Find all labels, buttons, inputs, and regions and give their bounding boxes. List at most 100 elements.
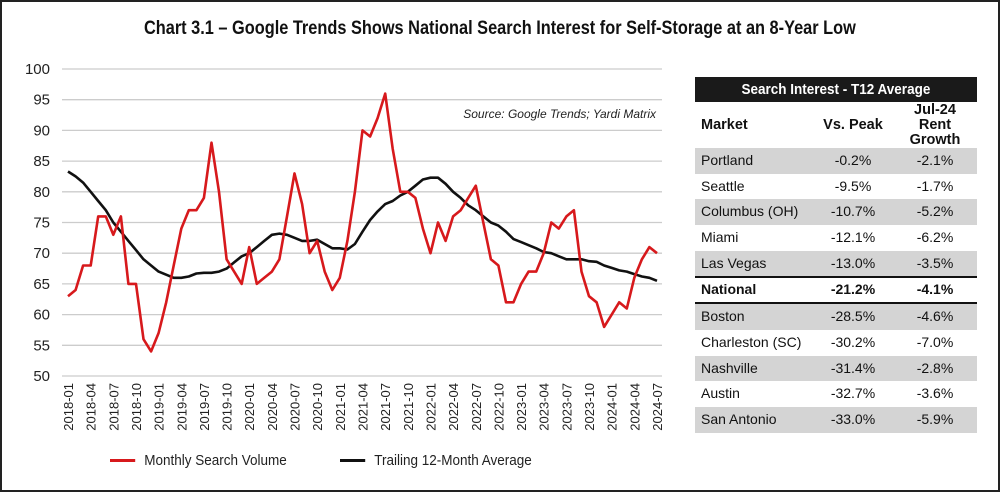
x-tick-label: 2018-01 bbox=[61, 383, 76, 431]
x-tick-label: 2022-01 bbox=[423, 383, 438, 431]
y-tick-label: 85 bbox=[33, 153, 50, 170]
y-tick-label: 50 bbox=[33, 368, 50, 385]
table-row: Charleston (SC) -30.2% -7.0% bbox=[695, 330, 977, 356]
cell-rent-growth: -3.6% bbox=[916, 385, 954, 402]
legend-item-monthly: Monthly Search Volume bbox=[110, 452, 287, 469]
cell-vs-peak: -0.2% bbox=[834, 152, 872, 168]
y-tick-label: 80 bbox=[33, 184, 50, 201]
legend-item-average: Trailing 12-Month Average bbox=[340, 452, 532, 469]
table-row: Austin -32.7% -3.6% bbox=[695, 381, 977, 407]
x-tick-label: 2022-10 bbox=[491, 383, 506, 431]
x-tick-label: 2018-04 bbox=[84, 383, 99, 431]
x-tick-label: 2019-04 bbox=[174, 383, 189, 431]
x-tick-label: 2018-10 bbox=[129, 383, 144, 431]
cell-market: Nashville bbox=[701, 359, 758, 376]
x-tick-label: 2023-01 bbox=[514, 383, 529, 431]
table-title: Search Interest - T12 Average bbox=[695, 77, 977, 102]
table-row: Columbus (OH) -10.7% -5.2% bbox=[695, 199, 977, 226]
cell-vs-peak: -33.0% bbox=[830, 410, 876, 427]
legend: Monthly Search Volume Trailing 12-Month … bbox=[110, 452, 554, 469]
y-tick-label: 55 bbox=[33, 337, 50, 354]
x-tick-label: 2021-01 bbox=[333, 383, 348, 431]
x-tick-label: 2022-04 bbox=[446, 383, 461, 431]
cell-rent-growth: -4.1% bbox=[916, 281, 954, 298]
cell-rent-growth: -1.7% bbox=[916, 177, 954, 194]
cell-market: Portland bbox=[701, 152, 754, 168]
header-rent-growth: Jul-24 Rent Growth bbox=[909, 101, 961, 148]
x-tick-label: 2024-04 bbox=[627, 383, 642, 431]
y-tick-label: 60 bbox=[33, 307, 50, 324]
cell-rent-growth: -4.6% bbox=[916, 308, 954, 325]
cell-rent-growth: -2.1% bbox=[916, 152, 954, 168]
table-row: Portland -0.2% -2.1% bbox=[695, 148, 977, 174]
table-row: Seattle -9.5% -1.7% bbox=[695, 174, 977, 200]
x-tick-label: 2024-07 bbox=[650, 383, 665, 431]
x-tick-label: 2019-01 bbox=[152, 383, 167, 431]
y-tick-label: 65 bbox=[33, 276, 50, 293]
cell-vs-peak: -28.5% bbox=[830, 308, 876, 325]
series-line-monthly-search-volume bbox=[67, 92, 658, 353]
table-row: Las Vegas -13.0% -3.5% bbox=[695, 250, 977, 277]
cell-market: Las Vegas bbox=[701, 254, 767, 271]
y-tick-label: 95 bbox=[33, 92, 50, 109]
cell-vs-peak: -13.0% bbox=[830, 254, 876, 271]
search-interest-table: Search Interest - T12 Average Market Vs.… bbox=[695, 77, 977, 433]
cell-vs-peak: -12.1% bbox=[830, 229, 876, 246]
x-tick-label: 2019-10 bbox=[220, 383, 235, 431]
cell-vs-peak: -21.2% bbox=[830, 281, 876, 298]
cell-market: San Antonio bbox=[701, 410, 777, 427]
cell-rent-growth: -3.5% bbox=[916, 254, 954, 271]
cell-vs-peak: -10.7% bbox=[830, 203, 876, 220]
x-tick-label: 2023-07 bbox=[559, 383, 574, 431]
table-row: National -21.2% -4.1% bbox=[695, 276, 977, 305]
x-tick-label: 2022-07 bbox=[469, 383, 484, 431]
x-tick-label: 2020-01 bbox=[242, 383, 257, 431]
x-tick-label: 2020-07 bbox=[288, 383, 303, 431]
cell-rent-growth: -5.9% bbox=[916, 410, 954, 427]
legend-swatch-black bbox=[340, 459, 366, 462]
cell-market: Miami bbox=[701, 229, 739, 246]
cell-rent-growth: -5.2% bbox=[916, 203, 954, 220]
x-tick-label: 2020-10 bbox=[310, 383, 325, 431]
legend-label: Trailing 12-Month Average bbox=[374, 452, 533, 469]
y-tick-label: 90 bbox=[33, 122, 50, 139]
cell-rent-growth: -2.8% bbox=[916, 359, 954, 376]
x-tick-label: 2021-04 bbox=[356, 383, 371, 431]
cell-market: Columbus (OH) bbox=[701, 203, 799, 220]
cell-rent-growth: -6.2% bbox=[916, 229, 954, 246]
cell-vs-peak: -30.2% bbox=[830, 333, 876, 350]
cell-market: Boston bbox=[701, 308, 745, 325]
legend-label: Monthly Search Volume bbox=[144, 452, 287, 469]
table-header-row: Market Vs. Peak Jul-24 Rent Growth bbox=[695, 102, 977, 148]
cell-rent-growth: -7.0% bbox=[916, 333, 954, 350]
header-vs-peak: Vs. Peak bbox=[823, 117, 883, 133]
cell-vs-peak: -32.7% bbox=[830, 385, 876, 402]
chart-title-text: Chart 3.1 – Google Trends Shows National… bbox=[144, 18, 856, 39]
cell-market: Austin bbox=[701, 385, 740, 402]
x-tick-label: 2018-07 bbox=[106, 383, 121, 431]
y-tick-label: 100 bbox=[25, 61, 50, 78]
y-tick-label: 75 bbox=[33, 215, 50, 232]
legend-swatch-red bbox=[110, 459, 136, 462]
table-row: San Antonio -33.0% -5.9% bbox=[695, 406, 977, 433]
x-tick-label: 2021-07 bbox=[378, 383, 393, 431]
y-tick-label: 70 bbox=[33, 245, 50, 262]
chart-title: Chart 3.1 – Google Trends Shows National… bbox=[0, 18, 1000, 40]
source-note: Source: Google Trends; Yardi Matrix bbox=[463, 107, 656, 121]
cell-vs-peak: -31.4% bbox=[830, 359, 876, 376]
cell-market: National bbox=[701, 281, 757, 298]
table-row: Boston -28.5% -4.6% bbox=[695, 304, 977, 330]
x-tick-label: 2019-07 bbox=[197, 383, 212, 431]
cell-market: Charleston (SC) bbox=[701, 333, 802, 350]
cell-vs-peak: -9.5% bbox=[834, 177, 872, 194]
cell-market: Seattle bbox=[701, 177, 745, 194]
table-row: Miami -12.1% -6.2% bbox=[695, 225, 977, 251]
series-line-trailing-average bbox=[67, 170, 658, 283]
x-tick-label: 2023-04 bbox=[537, 383, 552, 431]
table-row: Nashville -31.4% -2.8% bbox=[695, 355, 977, 382]
x-tick-label: 2020-04 bbox=[265, 383, 280, 431]
x-tick-label: 2021-10 bbox=[401, 383, 416, 431]
x-tick-label: 2023-10 bbox=[582, 383, 597, 431]
